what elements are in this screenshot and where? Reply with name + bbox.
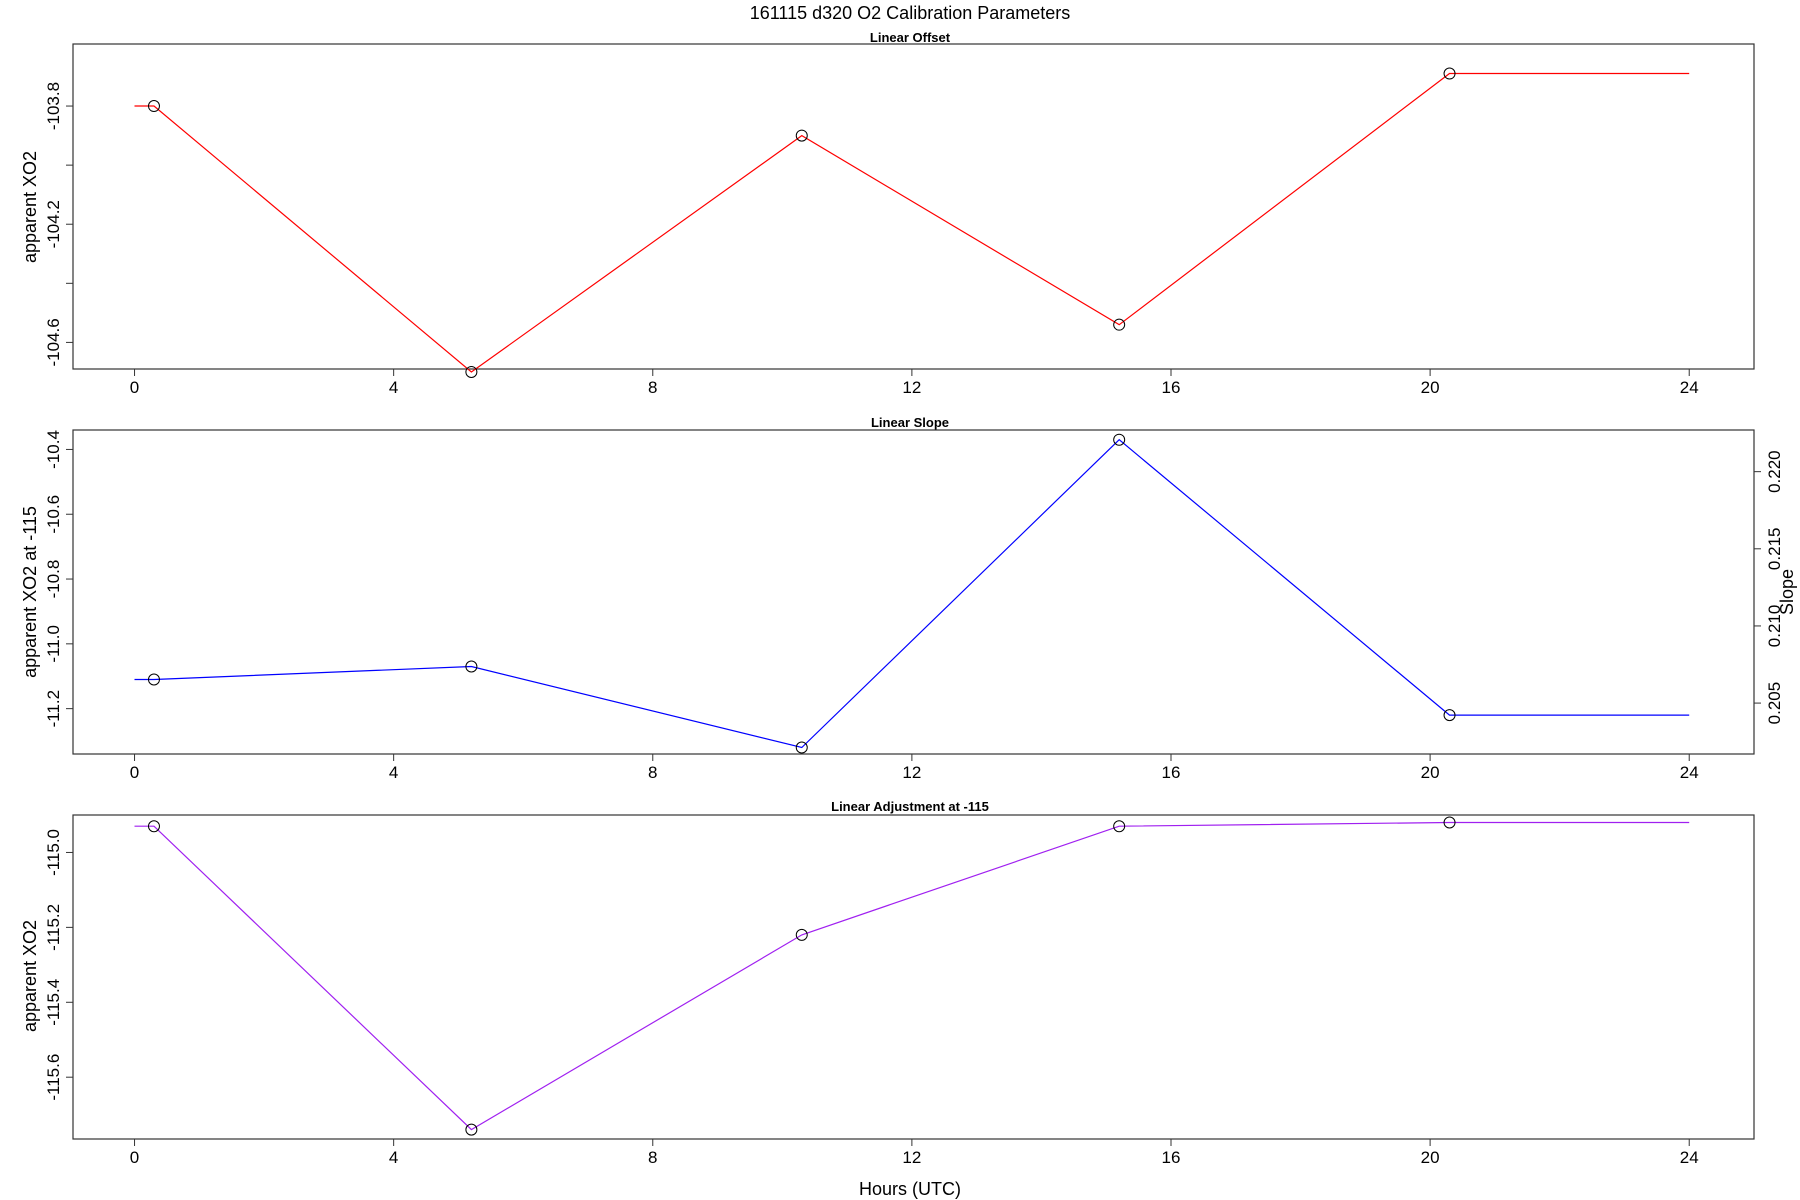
data-point — [795, 129, 808, 142]
y-tick-label: -10.6 — [44, 495, 63, 534]
y-axis-label-adjustment: apparent XO2 — [20, 920, 40, 1032]
y-axis-label-offset: apparent XO2 — [20, 151, 40, 263]
y-tick-label: -115.4 — [44, 979, 63, 1026]
right-y-tick-label: 0.220 — [1765, 450, 1784, 493]
y-tick-label: -115.6 — [44, 1054, 63, 1101]
y-tick-label: -11.0 — [44, 625, 63, 663]
data-point — [465, 660, 478, 673]
panel-linear-offset: Linear Offset apparent XO2 0 4 8 12 16 20 24 -1… — [20, 30, 1755, 397]
x-tick-label: 0 — [130, 378, 139, 397]
y-tick-label: -10.8 — [44, 560, 63, 599]
data-point — [465, 365, 478, 378]
x-tick-label: 24 — [1680, 1148, 1699, 1167]
y-tick-label: -103.8 — [44, 82, 63, 130]
y-tick-label: -11.2 — [44, 690, 63, 728]
x-tick-label: 24 — [1680, 763, 1699, 782]
x-tick-label: 8 — [648, 763, 657, 782]
panel-linear-slope: Linear Slope apparent XO2 at -115 Slope … — [20, 415, 1797, 782]
right-y-tick-label: 0.210 — [1765, 605, 1784, 648]
plot-frame — [72, 43, 1755, 370]
data-point — [1443, 816, 1456, 829]
right-y-tick-label: 0.215 — [1765, 528, 1784, 571]
x-tick-label: 8 — [648, 1148, 657, 1167]
plot-frame — [72, 814, 1755, 1140]
x-tick-label: 0 — [130, 1148, 139, 1167]
x-tick-label: 24 — [1680, 378, 1699, 397]
panel-linear-adjustment: Linear Adjustment at -115 apparent XO2 0… — [20, 799, 1755, 1167]
series-line — [134, 821, 1690, 1131]
data-point — [1443, 67, 1456, 80]
y-tick-label: -104.2 — [44, 200, 63, 248]
x-tick-label: 20 — [1421, 763, 1440, 782]
data-point — [1113, 318, 1126, 331]
x-axis-label: Hours (UTC) — [859, 1179, 961, 1199]
y-tick-label: -115.2 — [44, 904, 63, 951]
series-line — [134, 72, 1690, 373]
series-line — [134, 438, 1690, 749]
y-tick-label: -104.6 — [44, 318, 63, 366]
data-point — [465, 1123, 478, 1136]
y-axis-label-slope: apparent XO2 at -115 — [20, 506, 40, 678]
x-tick-label: 16 — [1162, 1148, 1181, 1167]
data-point — [147, 820, 160, 833]
data-point — [147, 100, 160, 113]
data-point — [147, 673, 160, 686]
right-y-tick-label: 0.205 — [1765, 682, 1784, 725]
x-tick-label: 12 — [902, 1148, 921, 1167]
panel-title-linear-adjustment: Linear Adjustment at -115 — [831, 799, 989, 814]
x-tick-label: 12 — [902, 378, 921, 397]
y-tick-label: -115.0 — [44, 829, 63, 876]
x-tick-label: 20 — [1421, 378, 1440, 397]
x-tick-label: 20 — [1421, 1148, 1440, 1167]
data-point — [1113, 820, 1126, 833]
x-tick-label: 0 — [130, 763, 139, 782]
data-point — [795, 928, 808, 941]
x-tick-label: 4 — [389, 763, 398, 782]
data-point — [795, 741, 808, 754]
x-tick-label: 8 — [648, 378, 657, 397]
panel-title-linear-slope: Linear Slope — [871, 415, 949, 430]
x-tick-label: 4 — [389, 1148, 398, 1167]
figure-title: 161115 d320 O2 Calibration Parameters — [750, 3, 1071, 23]
x-tick-label: 12 — [902, 763, 921, 782]
x-tick-label: 4 — [389, 378, 398, 397]
right-y-axis-label-slope: Slope — [1777, 569, 1797, 615]
x-tick-label: 16 — [1162, 378, 1181, 397]
data-point — [1443, 709, 1456, 722]
x-tick-label: 16 — [1162, 763, 1181, 782]
y-tick-label: -10.4 — [44, 430, 63, 469]
plot-frame — [72, 429, 1755, 755]
data-point — [1113, 433, 1126, 446]
panel-title-linear-offset: Linear Offset — [870, 30, 951, 45]
